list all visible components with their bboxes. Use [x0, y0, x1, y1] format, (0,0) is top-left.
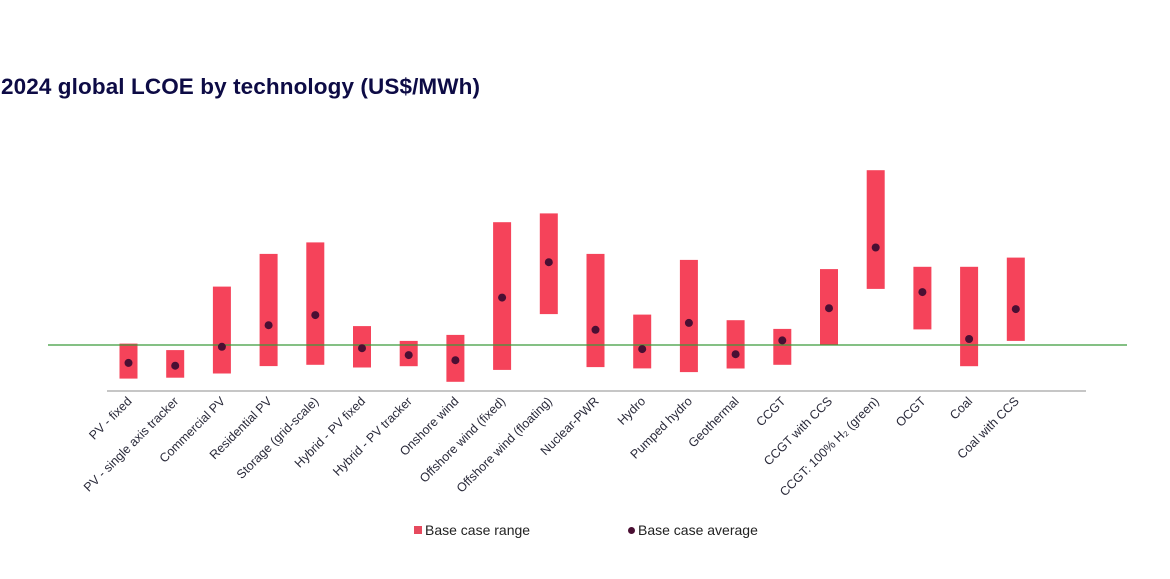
- x-tick-label: Hybrid - PV tracker: [330, 394, 415, 479]
- x-tick-label: Offshore wind (fixed): [417, 394, 508, 485]
- range-swatch-icon: [414, 526, 422, 534]
- range-bar: [866, 170, 885, 289]
- average-dot: [731, 350, 740, 359]
- x-tick-label: CCGT: 100% H₂ (green): [777, 394, 882, 499]
- range-bar: [633, 314, 652, 369]
- average-dot: [171, 361, 180, 370]
- average-dot: [451, 356, 460, 365]
- range-bar: [259, 253, 278, 367]
- average-dot: [918, 288, 927, 297]
- average-dot: [871, 243, 880, 252]
- average-dot: [217, 342, 226, 351]
- x-tick-label: Hydro: [615, 394, 649, 428]
- range-bar: [726, 320, 745, 369]
- range-bars: [119, 170, 1025, 382]
- average-dot: [498, 293, 507, 302]
- x-tick-label: OCGT: [893, 394, 929, 430]
- range-bar: [586, 253, 605, 368]
- x-tick-label: Geothermal: [686, 394, 742, 450]
- range-bar: [960, 266, 979, 367]
- range-bar: [306, 242, 325, 365]
- legend-item-average: Base case average: [628, 522, 758, 538]
- average-swatch-icon: [628, 526, 635, 534]
- average-dot: [825, 304, 833, 313]
- range-bar: [913, 266, 932, 330]
- average-dot: [778, 336, 787, 345]
- x-tick-label: Coal: [947, 394, 975, 422]
- x-tick-label: CCGT: [753, 394, 788, 429]
- legend-item-range: Base case range: [414, 522, 530, 538]
- x-tick-label: Offshore wind (floating): [454, 394, 555, 495]
- average-dot: [358, 344, 366, 353]
- average-dot: [264, 321, 273, 330]
- average-dot: [591, 325, 600, 334]
- average-dots: [124, 243, 1020, 370]
- legend-label-average: Base case average: [638, 522, 758, 538]
- range-bar: [679, 259, 698, 373]
- range-bar: [773, 328, 792, 365]
- average-dot: [684, 318, 693, 327]
- range-bar: [1006, 257, 1025, 341]
- legend-label-range: Base case range: [425, 522, 531, 538]
- x-tick-label: Storage (grid-scale): [234, 394, 322, 482]
- x-tick-label: PV - single axis tracker: [81, 394, 181, 494]
- average-dot: [965, 335, 974, 343]
- x-tick-label: PV - fixed: [86, 394, 134, 442]
- average-dot: [124, 358, 133, 367]
- average-dot: [404, 351, 413, 360]
- average-dot: [544, 258, 553, 267]
- average-dot: [638, 345, 647, 354]
- average-dot: [1011, 305, 1020, 314]
- chart-title: 2024 global LCOE by technology (US$/MWh): [1, 74, 481, 99]
- average-dot: [311, 311, 320, 320]
- range-bar: [212, 286, 231, 374]
